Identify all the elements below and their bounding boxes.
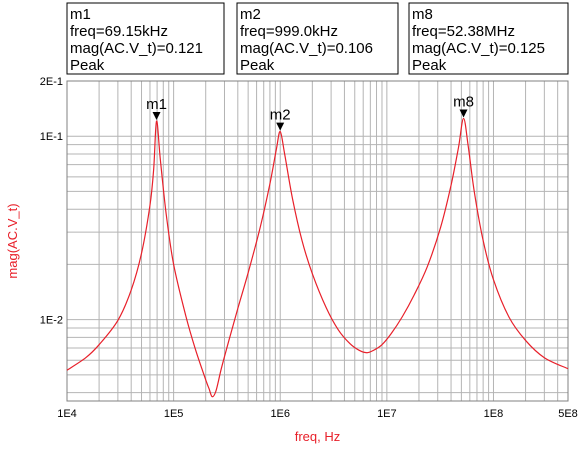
marker-symbols: m1 m2 m8: [146, 93, 474, 131]
marker-mag: mag(AC.V_t)=0.121: [70, 40, 203, 57]
marker-freq: freq=52.38MHz: [412, 23, 515, 40]
x-tick-label: 1E7: [377, 408, 397, 420]
marker-box-m8[interactable]: m8 freq=52.38MHz mag(AC.V_t)=0.125 Peak: [408, 2, 569, 75]
marker-type: Peak: [240, 57, 275, 74]
marker-triangle-icon: [459, 109, 468, 118]
x-tick-label: 5E8: [558, 408, 578, 420]
marker-name: m8: [412, 6, 433, 23]
marker-name: m2: [240, 6, 261, 23]
trace-line: [66, 117, 569, 398]
marker-type: Peak: [70, 57, 105, 74]
marker-mag: mag(AC.V_t)=0.125: [412, 40, 545, 57]
tick-labels: 1E4 1E5 1E6 1E7 1E8 5E8 2E-1 1E-1 1E-2: [40, 76, 578, 420]
trace: [66, 117, 569, 398]
marker-m2[interactable]: m2: [270, 107, 291, 131]
marker-freq: freq=999.0kHz: [240, 23, 338, 40]
x-tick-label: 1E8: [484, 408, 504, 420]
marker-readout-boxes: m1 freq=69.15kHz mag(AC.V_t)=0.121 Peak …: [66, 2, 569, 75]
marker-label: m1: [146, 96, 167, 113]
marker-label: m2: [270, 107, 291, 124]
marker-box-m2[interactable]: m2 freq=999.0kHz mag(AC.V_t)=0.106 Peak: [236, 2, 399, 75]
x-axis-title: freq, Hz: [295, 429, 341, 444]
marker-freq: freq=69.15kHz: [70, 23, 168, 40]
marker-box-m1[interactable]: m1 freq=69.15kHz mag(AC.V_t)=0.121 Peak: [66, 2, 225, 75]
marker-label: m8: [453, 93, 474, 110]
y-axis-title: mag(AC.V_t): [5, 203, 20, 278]
x-tick-label: 1E4: [57, 408, 77, 420]
marker-triangle-icon: [276, 122, 285, 131]
y-tick-label: 2E-1: [40, 76, 63, 88]
x-tick-label: 1E6: [270, 408, 290, 420]
marker-type: Peak: [412, 57, 447, 74]
grid: [67, 81, 568, 401]
marker-m1[interactable]: m1: [146, 96, 167, 121]
marker-mag: mag(AC.V_t)=0.106: [240, 40, 373, 57]
y-tick-label: 1E-1: [40, 131, 63, 143]
marker-name: m1: [70, 6, 91, 23]
marker-m8[interactable]: m8: [453, 93, 474, 118]
marker-triangle-icon: [152, 112, 161, 121]
plot-frame: [66, 80, 569, 402]
y-tick-label: 1E-2: [40, 315, 63, 327]
x-tick-label: 1E5: [164, 408, 184, 420]
